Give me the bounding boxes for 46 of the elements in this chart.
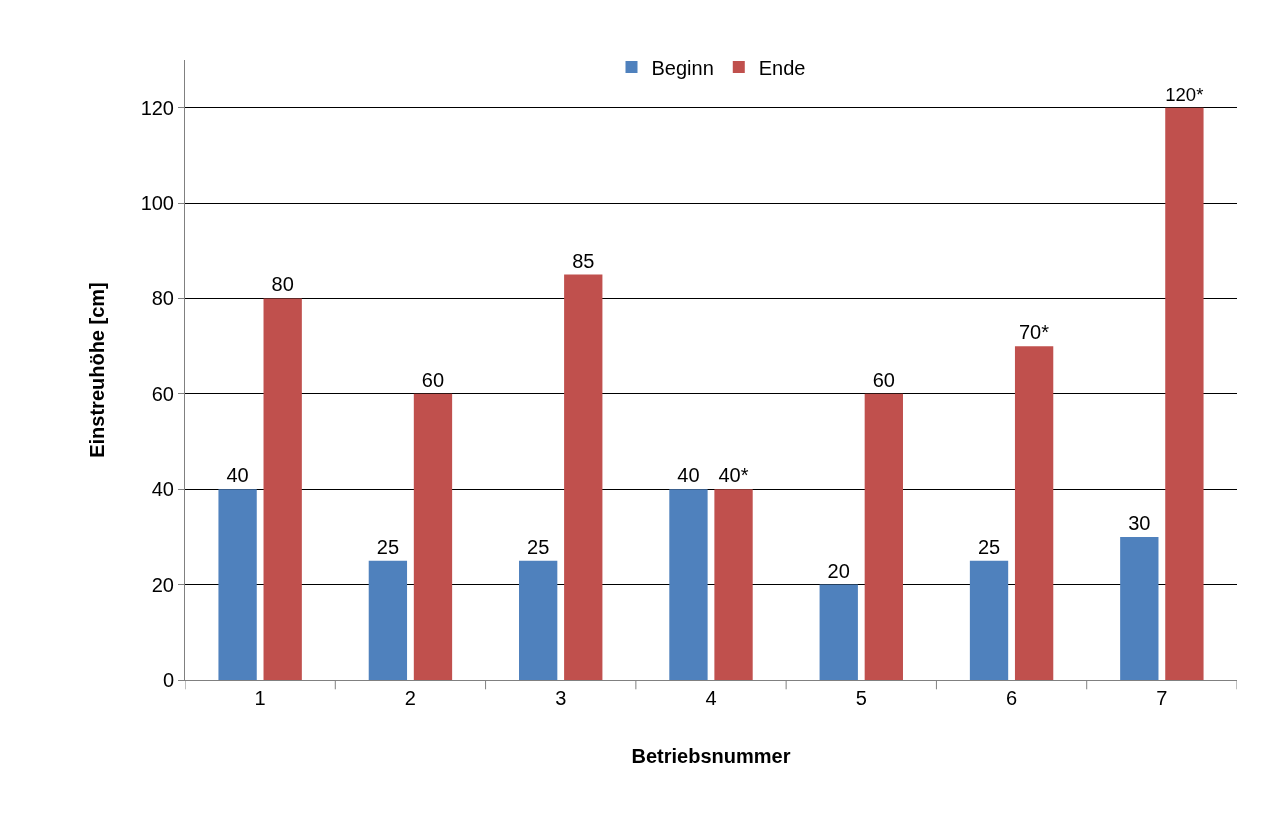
bar bbox=[1120, 536, 1159, 680]
data-label: 40 bbox=[677, 464, 700, 487]
data-label: 25 bbox=[977, 535, 1001, 558]
bar bbox=[263, 298, 302, 680]
y-tick-label: 20 bbox=[151, 573, 174, 596]
data-label: 20 bbox=[827, 559, 850, 582]
bar bbox=[519, 560, 558, 680]
data-label: 60 bbox=[421, 368, 445, 391]
bar bbox=[413, 393, 453, 680]
data-label: 120* bbox=[1165, 83, 1204, 105]
data-label: 60 bbox=[872, 368, 895, 391]
y-tick-label: 40 bbox=[151, 478, 174, 501]
legend-label: Ende bbox=[758, 56, 806, 79]
x-tick-label: 7 bbox=[1156, 687, 1168, 709]
bar bbox=[669, 489, 708, 680]
x-tick-label: 3 bbox=[555, 687, 567, 709]
x-tick-label: 5 bbox=[855, 687, 867, 709]
bar bbox=[368, 560, 408, 680]
bar bbox=[969, 560, 1009, 680]
bar bbox=[1165, 107, 1204, 680]
bar bbox=[864, 393, 903, 680]
x-axis-title: Betriebsnummer bbox=[631, 744, 791, 767]
bar bbox=[1014, 346, 1054, 680]
data-label: 25 bbox=[527, 535, 550, 558]
y-tick-label: 60 bbox=[151, 382, 174, 405]
data-label: 70* bbox=[1018, 321, 1050, 344]
bar bbox=[218, 489, 257, 680]
y-tick-label: 0 bbox=[162, 669, 174, 691]
y-tick-label: 100 bbox=[140, 192, 174, 215]
legend-label: Beginn bbox=[651, 56, 714, 79]
data-label: 40* bbox=[718, 464, 749, 487]
data-label: 40 bbox=[226, 464, 249, 487]
bar bbox=[714, 489, 753, 680]
y-tick-label: 80 bbox=[151, 287, 174, 310]
data-label: 85 bbox=[572, 249, 595, 272]
x-tick-label: 1 bbox=[254, 687, 266, 709]
x-tick-label: 4 bbox=[705, 687, 717, 709]
y-tick-label: 120 bbox=[140, 96, 174, 119]
data-label: 80 bbox=[271, 273, 294, 296]
data-label: 25 bbox=[376, 535, 400, 558]
y-axis-title: Einstreuhöhe [cm] bbox=[86, 282, 109, 458]
x-tick-label: 2 bbox=[404, 687, 416, 709]
bar bbox=[819, 584, 858, 680]
bar bbox=[564, 274, 603, 680]
x-tick-label: 6 bbox=[1006, 687, 1018, 709]
data-label: 30 bbox=[1128, 511, 1151, 534]
